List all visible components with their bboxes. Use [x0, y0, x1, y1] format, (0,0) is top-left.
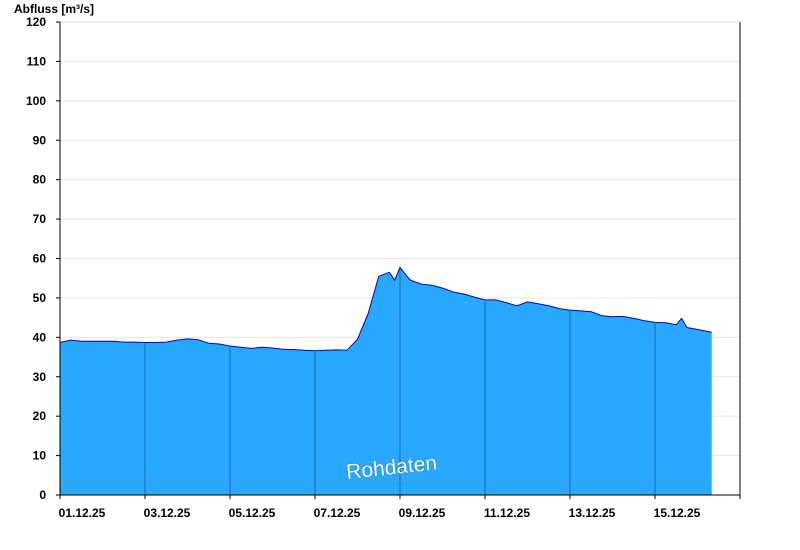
y-tick-label-0: 0: [39, 488, 46, 502]
date-gridlines: [144, 267, 656, 495]
y-axis-ticks: 0 10 20 30 40 50 60 70 80 90 100 110 120: [26, 15, 60, 502]
y-axis-label: Abfluss [m³/s]: [14, 2, 94, 16]
y-tick-label-100: 100: [26, 94, 46, 108]
x-tick-label-11.12.25: 11.12.25: [484, 506, 530, 520]
y-tick-label-20: 20: [33, 409, 47, 423]
x-tick-label-07.12.25: 07.12.25: [314, 506, 361, 520]
y-tick-label-60: 60: [33, 252, 47, 266]
x-axis-ticks: 01.12.25 03.12.25 05.12.25 07.12.25 09.12.25…: [59, 495, 701, 520]
y-tick-label-40: 40: [33, 330, 47, 344]
x-tick-label-13.12.25: 13.12.25: [569, 506, 616, 520]
discharge-area: [60, 267, 712, 495]
x-tick-label-09.12.25: 09.12.25: [399, 506, 446, 520]
y-tick-label-10: 10: [33, 449, 47, 463]
y-tick-label-80: 80: [33, 173, 47, 187]
y-tick-label-70: 70: [33, 212, 47, 226]
discharge-series: [59, 266, 712, 495]
x-tick-label-05.12.25: 05.12.25: [229, 506, 276, 520]
x-tick-label-15.12.25: 15.12.25: [654, 506, 701, 520]
y-tick-label-50: 50: [33, 291, 47, 305]
x-tick-label-03.12.25: 03.12.25: [144, 506, 191, 520]
discharge-line: [59, 266, 712, 352]
y-tick-label-90: 90: [33, 133, 47, 147]
y-tick-label-120: 120: [26, 15, 46, 29]
y-tick-label-30: 30: [33, 370, 47, 384]
x-tick-label-01.12.25: 01.12.25: [59, 506, 106, 520]
y-tick-label-110: 110: [27, 54, 47, 68]
